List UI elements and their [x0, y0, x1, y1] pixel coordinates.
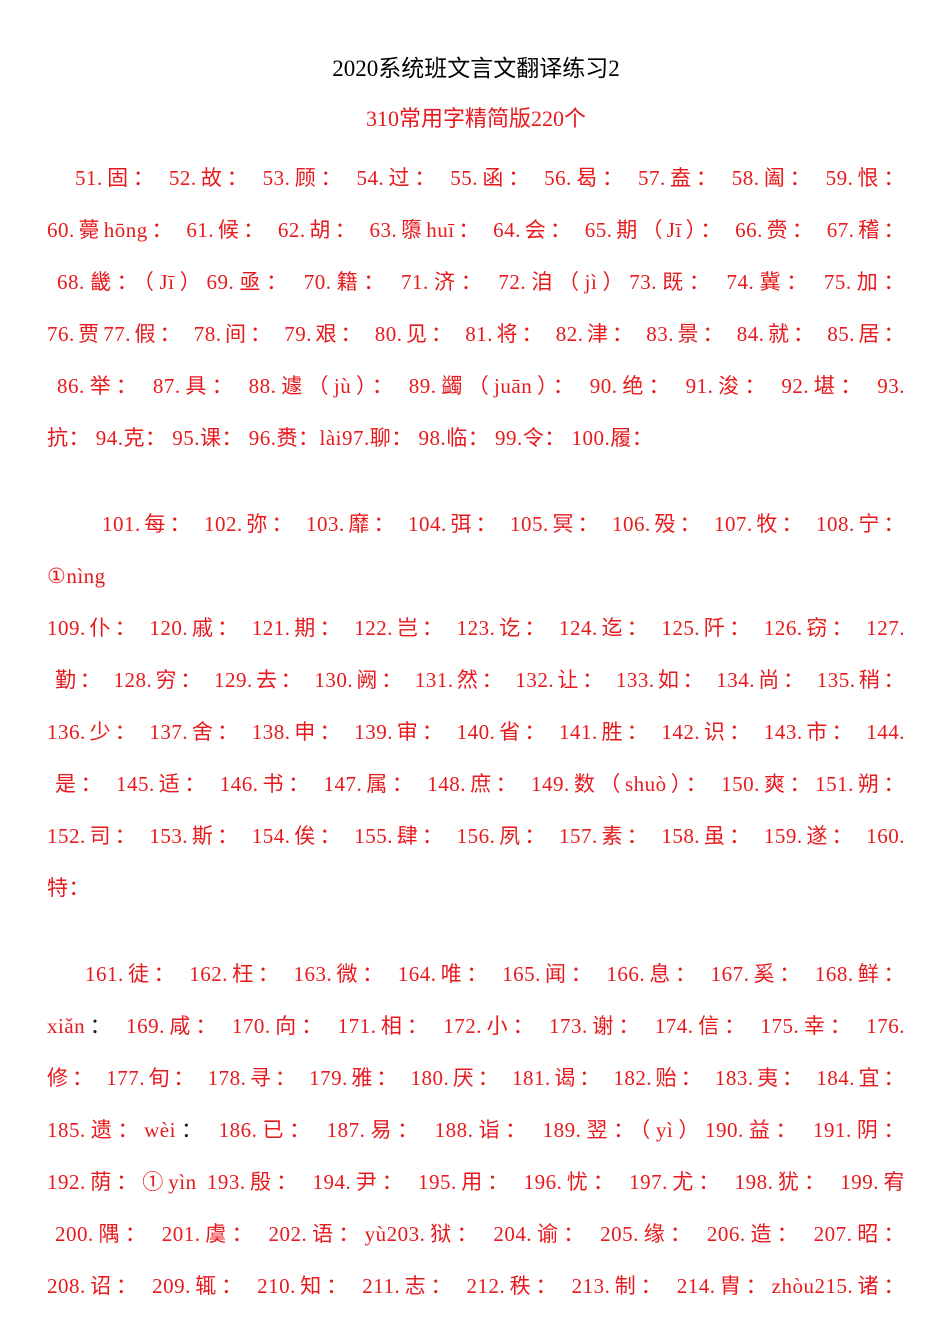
text-segment: 特： [47, 876, 90, 901]
text-line: 185.遗：wèi： 186.已： 187.易： 188.诣： 189.翌：（y… [47, 1104, 905, 1156]
text-segment: 161.徒： 162.枉： 163.微： 164.唯： 165.闻： 166.息… [85, 962, 905, 987]
text-line: 抗： 94.克： 95.课： 96.赉：lài97.聊： 98.临： 99.令：… [47, 412, 905, 464]
paragraph-3: 161.徒： 162.枉： 163.微： 164.唯： 165.闻： 166.息… [47, 948, 905, 1312]
text-segment: 192.荫：①yìn 193.殷： 194.尹： 195.用： 196.忧： 1… [47, 1170, 905, 1195]
document-subtitle: 310常用字精简版220个 [365, 106, 586, 131]
text-line: ①nìng [47, 550, 905, 602]
text-segment: 208.诏： 209.辄： 210.知： 211.志： 212.秩： 213.制… [47, 1274, 905, 1299]
text-line: 192.荫：①yìn 193.殷： 194.尹： 195.用： 196.忧： 1… [47, 1156, 905, 1208]
text-segment: 152.司： 153.斯： 154.俟： 155.肆： 156.夙： 157.素… [47, 824, 905, 849]
text-segment: 101.每： 102.弥： 103.靡： 104.弭： 105.冥： 106.殁… [102, 512, 905, 537]
text-line: 136.少： 137.舍： 138.申： 139.审： 140.省： 141.胜… [47, 706, 905, 758]
text-line: 修： 177.旬： 178.寻： 179.雅： 180.厌： 181.谒： 18… [47, 1052, 905, 1104]
text-line: 161.徒： 162.枉： 163.微： 164.唯： 165.闻： 166.息… [47, 948, 905, 1000]
text-segment: ： [175, 1118, 208, 1143]
text-line: 51.固： 52.故： 53.顾： 54.过： 55.函： 56.曷： 57.盍… [47, 152, 905, 204]
text-segment: 抗： 94.克： 95.课： 96.赉：lài97.聊： 98.临： 99.令：… [47, 426, 654, 451]
text-segment: 68.畿：（Jī）69.亟： 70.籍： 71.济： 72.洎（jì）73.既：… [57, 270, 905, 295]
text-segment: 86.举： 87.具： 88.遽（jù）： 89.蠲（juān）： 90.绝： … [57, 374, 905, 399]
text-segment: 186.已： 187.易： 188.诣： 189.翌：（yì）190.益： 19… [207, 1118, 906, 1143]
text-line: xiǎn： 169.咸： 170.向： 171.相： 172.小： 173.谢：… [47, 1000, 905, 1052]
text-segment: 76.贾77.假： 78.间： 79.艰： 80.见： 81.将： 82.津： … [47, 322, 905, 347]
text-segment: 136.少： 137.舍： 138.申： 139.审： 140.省： 141.胜… [47, 720, 905, 745]
paragraph-1: 51.固： 52.故： 53.顾： 54.过： 55.函： 56.曷： 57.盍… [47, 152, 905, 464]
text-segment: 60.薨hōng： 61.候： 62.胡： 63.隳huī： 64.会： 65.… [47, 218, 905, 243]
text-segment: 200.隅： 201.虞： 202.语：yù203.狱： 204.谕： 205.… [55, 1222, 905, 1247]
text-line: 是： 145.适： 146.书： 147.属： 148.庶： 149.数（shu… [47, 758, 905, 810]
text-line: 208.诏： 209.辄： 210.知： 211.志： 212.秩： 213.制… [47, 1260, 905, 1312]
text-line: 60.薨hōng： 61.候： 62.胡： 63.隳huī： 64.会： 65.… [47, 204, 905, 256]
text-line: 76.贾77.假： 78.间： 79.艰： 80.见： 81.将： 82.津： … [47, 308, 905, 360]
document-body: 51.固： 52.故： 53.顾： 54.过： 55.函： 56.曷： 57.盍… [47, 152, 905, 1312]
text-segment: 是： 145.适： 146.书： 147.属： 148.庶： 149.数（shu… [55, 772, 905, 797]
text-segment: ： [85, 1014, 116, 1039]
text-segment: 185.遗：wèi [47, 1118, 176, 1143]
text-line: 68.畿：（Jī）69.亟： 70.籍： 71.济： 72.洎（jì）73.既：… [47, 256, 905, 308]
text-line: 特： [47, 862, 905, 914]
text-line: 86.举： 87.具： 88.遽（jù）： 89.蠲（juān）： 90.绝： … [47, 360, 905, 412]
text-segment: xiǎn [47, 1014, 86, 1039]
text-line: 109.仆： 120.戚： 121.期： 122.岂： 123.讫： 124.迄… [47, 602, 905, 654]
text-line: 152.司： 153.斯： 154.俟： 155.肆： 156.夙： 157.素… [47, 810, 905, 862]
text-segment: ①nìng [47, 564, 106, 589]
text-segment: 勤： 128.穷： 129.去： 130.阙： 131.然： 132.让： 13… [55, 668, 905, 693]
text-segment: 169.咸： 170.向： 171.相： 172.小： 173.谢： 174.信… [115, 1014, 906, 1039]
text-line: 200.隅： 201.虞： 202.语：yù203.狱： 204.谕： 205.… [47, 1208, 905, 1260]
text-segment: 修： 177.旬： 178.寻： 179.雅： 180.厌： 181.谒： 18… [47, 1066, 905, 1091]
text-segment: 109.仆： 120.戚： 121.期： 122.岂： 123.讫： 124.迄… [47, 616, 905, 641]
text-segment: 51.固： 52.故： 53.顾： 54.过： 55.函： 56.曷： 57.盍… [75, 166, 905, 191]
paragraph-2: 101.每： 102.弥： 103.靡： 104.弭： 105.冥： 106.殁… [47, 498, 905, 914]
text-line: 101.每： 102.弥： 103.靡： 104.弭： 105.冥： 106.殁… [47, 498, 905, 550]
text-line: 勤： 128.穷： 129.去： 130.阙： 131.然： 132.让： 13… [47, 654, 905, 706]
document-title: 2020系统班文言文翻译练习2 [332, 56, 620, 81]
